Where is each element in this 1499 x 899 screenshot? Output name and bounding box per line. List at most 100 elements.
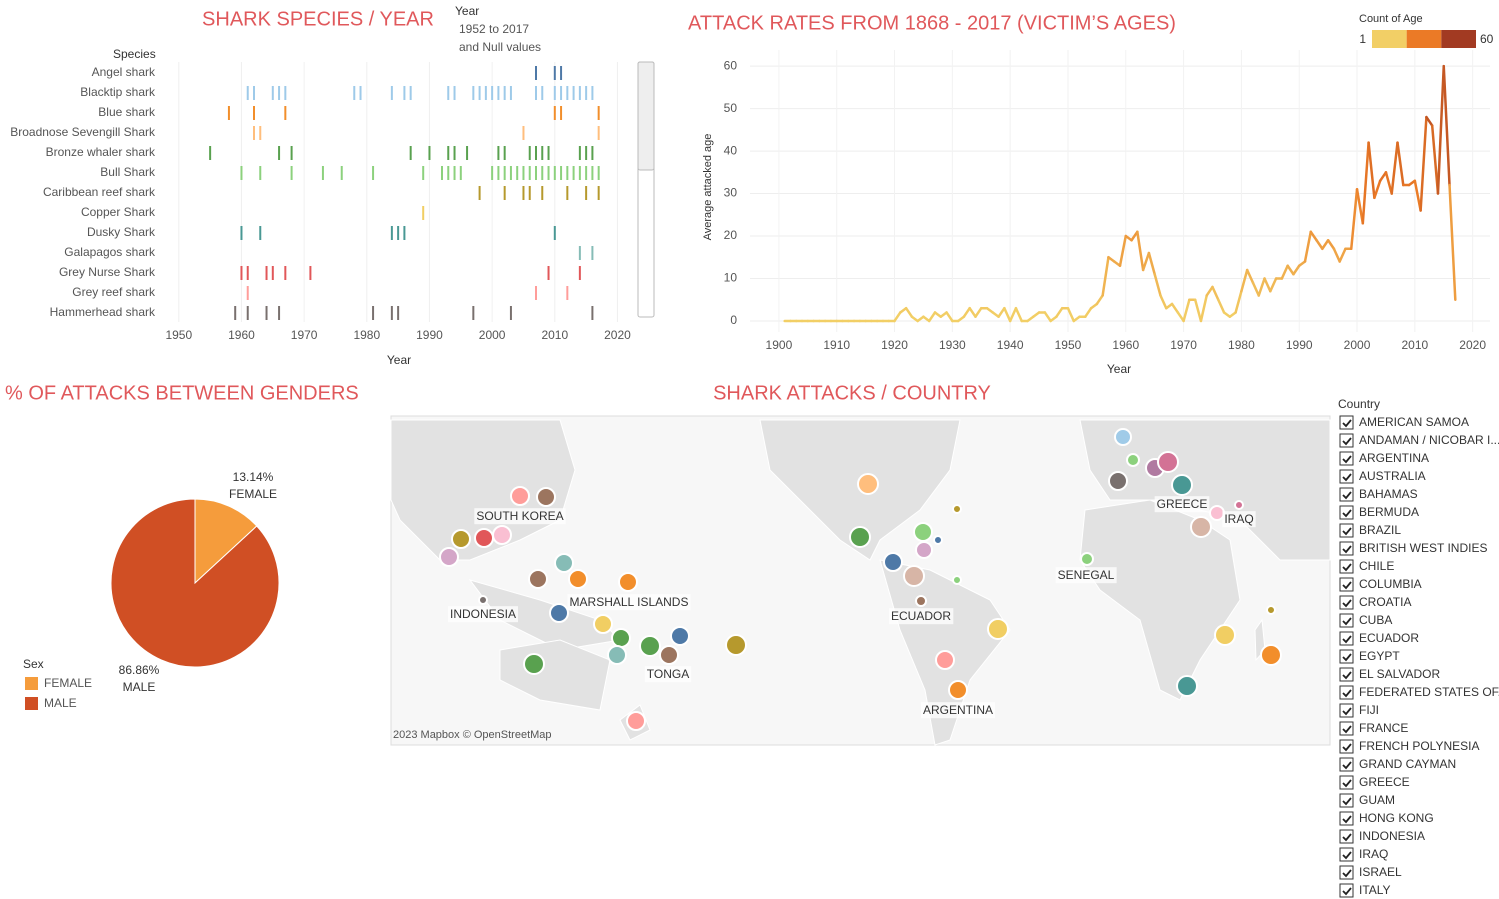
line-segment [1055,306,1064,318]
checkbox [1339,415,1354,430]
x-tick-label: 2020 [604,328,631,342]
checkbox [1339,865,1354,880]
x-axis-label: Year [387,353,411,367]
line-segment [1003,306,1012,323]
map-label: SOUTH KOREA [476,509,563,523]
country-option: IRAQ [1359,847,1388,861]
line-segment [1008,306,1018,323]
checkmark [1342,707,1352,716]
line-segment [1425,115,1434,127]
line-segment [1350,188,1359,251]
line-segment [904,306,914,318]
country-option: ANDAMAN / NICOBAR I... [1359,433,1499,447]
line-segment [1430,124,1440,195]
y-tick-label: 0 [730,313,737,327]
x-tick-label: 2000 [479,328,506,342]
x-tick-label: 1970 [291,328,318,342]
map-label: MARSHALL ISLANDS [570,595,689,609]
map-circles [439,428,1282,731]
checkbox [1339,595,1354,610]
y-tick-label: Grey Nurse Shark [59,265,156,279]
line-segment [1251,281,1260,297]
checkbox [1339,739,1354,754]
map-label: ECUADOR [891,609,951,623]
legend-swatch [25,677,38,690]
checkbox [1339,577,1354,592]
checkmark [1342,581,1352,590]
x-tick-label: 1930 [939,338,966,352]
country-option: ITALY [1359,883,1391,897]
line-segment [962,306,971,318]
checkbox [1339,667,1354,682]
line-segment [1170,302,1180,314]
line-segment [1176,311,1185,323]
y-tick-label: 40 [724,143,738,157]
country-option: BERMUDA [1359,505,1419,519]
y-tick-label: Bronze whaler shark [46,145,156,159]
line-segment [1217,298,1226,314]
line-segment [1384,171,1393,195]
line-segment [1280,264,1289,280]
checkbox [1339,613,1354,628]
map-label-box [474,508,566,525]
map-label: IRAQ [1224,512,1253,526]
checkmark [1342,689,1352,698]
legend-min: 1 [1359,32,1366,46]
line-segment [1338,247,1347,263]
line-segment [1147,251,1156,276]
checkmark [1342,797,1352,806]
legend-label: MALE [44,696,77,710]
y-tick-label: Broadnose Sevengill Shark [10,125,156,139]
y-tick-label: 30 [724,186,738,200]
x-tick-label: 2010 [1401,338,1428,352]
line-segment [1153,272,1162,297]
checkbox [1339,469,1354,484]
line-segment [927,311,937,323]
x-tick-label: 1990 [1286,338,1313,352]
x-tick-label: 1980 [1228,338,1255,352]
checkmark [1342,869,1352,878]
checkmark [1342,455,1352,464]
x-tick-label: 1900 [766,338,793,352]
checkbox [1339,487,1354,502]
checkmark [1342,509,1352,518]
y-tick-label: 60 [724,58,738,72]
checkmark [1342,491,1352,500]
line-segment [1378,171,1388,183]
checkbox [1339,847,1354,862]
country-option: EL SALVADOR [1359,667,1440,681]
country-option: FIJI [1359,703,1379,717]
checkbox [1339,721,1354,736]
line-segment [968,306,977,318]
checkmark [1342,527,1352,536]
y-tick-label: Copper Shark [81,205,156,219]
checkbox [1339,649,1354,664]
slice-label: MALE [123,680,156,694]
line-segment [1136,230,1145,272]
checkbox [1339,757,1354,772]
country-option: AUSTRALIA [1359,469,1426,483]
map-label-box [447,606,519,623]
legend-swatch [1372,30,1407,48]
checkmark [1342,563,1352,572]
legend-swatch [1406,30,1442,48]
country-option: GRAND CAYMAN [1359,757,1456,771]
checkmark [1342,743,1352,752]
line-segment [1193,298,1203,323]
line-segment [1367,141,1376,200]
country-option: ISRAEL [1359,865,1402,879]
line-segment [1419,115,1428,212]
line-segment [1118,234,1128,267]
line-segment [1448,183,1457,301]
checkmark [1342,419,1352,428]
checkmark [1342,545,1352,554]
line-segment [1245,268,1255,284]
line-segment [1141,251,1151,272]
country-option: CHILE [1359,559,1394,573]
x-tick-label: 2020 [1459,338,1486,352]
slice-value: 13.14% [233,470,274,484]
checkmark [1342,473,1352,482]
line-segment [945,311,954,323]
checkmark [1342,653,1352,662]
